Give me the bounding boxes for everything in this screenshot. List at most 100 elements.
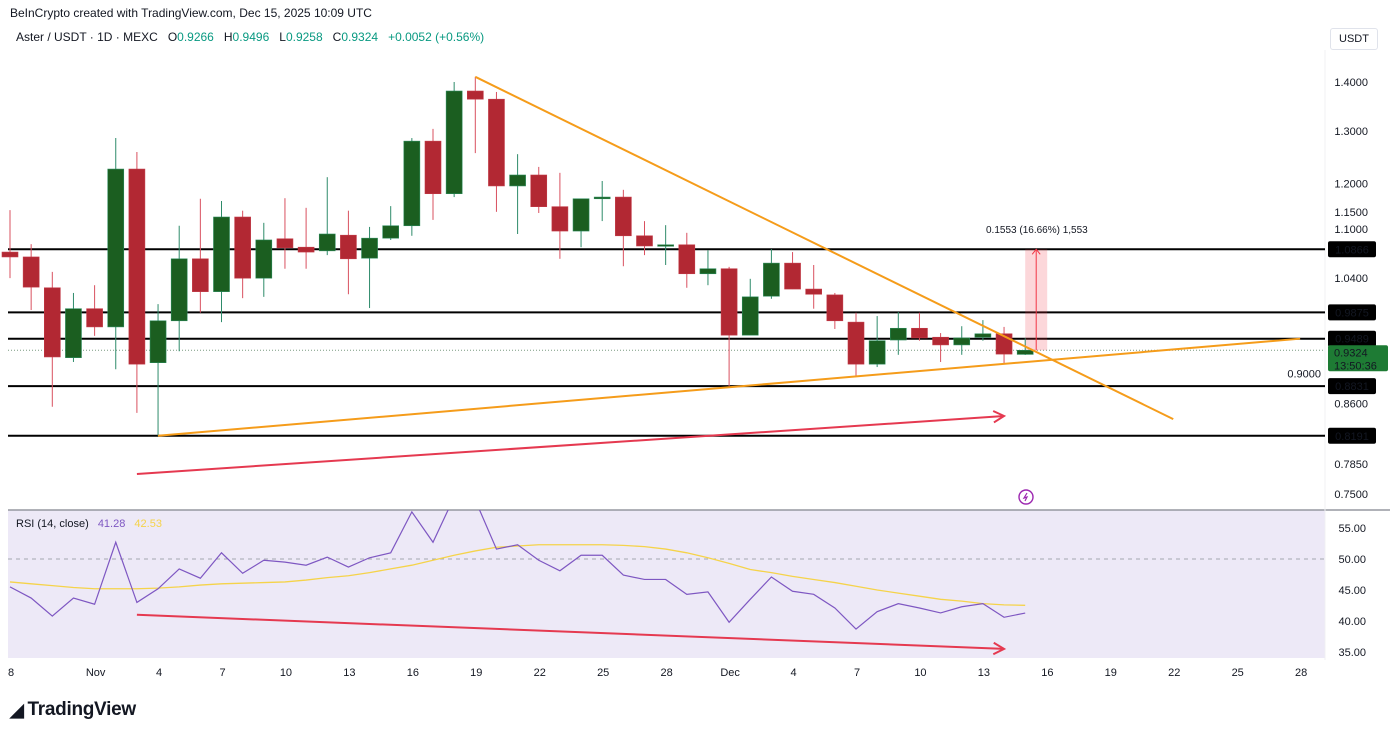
candle-body [361,237,378,259]
price-axis-label: 0.9000 [1287,369,1321,381]
bar-countdown: 13:50:36 [1334,360,1377,372]
candle [974,320,992,341]
rsi-divergence-arrow [136,613,1005,650]
candle-body [22,256,40,288]
symbol-title[interactable]: Aster / USDT · 1D · MEXC [16,30,158,44]
time-axis-label: 28 [1295,667,1307,679]
price-level-tag: 0.9875 [1328,304,1376,321]
time-axis-label: Nov [86,667,106,679]
chart-credit: BeInCrypto created with TradingView.com,… [10,6,372,20]
price-level-tag-bg [1328,241,1376,258]
tradingview-logo: ◢ TradingView [10,699,136,721]
price-level-tag: 0.8831 [1328,378,1376,395]
price-level-tag-text: 0.9875 [1335,307,1369,319]
candle [636,221,653,256]
symbol-legend: Aster / USDT · 1D · MEXC O0.9266 H0.9496… [16,30,484,44]
candle [847,312,865,376]
candle-body [1016,349,1034,355]
time-axis-label: 28 [661,667,673,679]
candle [530,166,548,213]
candle [213,201,230,323]
price-level-tag-bg [1328,304,1376,321]
rsi-axis-label: 50.00 [1338,554,1366,566]
candle-body [763,262,780,297]
candle-body [530,174,548,207]
candle-body [953,337,971,346]
candle [318,177,336,256]
candle [868,316,886,368]
candle [466,76,484,154]
price-level-tag: 1.0866 [1328,241,1376,258]
close-label: C [332,30,342,44]
candle-body [1,251,19,258]
candle [657,225,674,265]
high-label: H [223,30,233,44]
time-axis-label: 22 [534,667,546,679]
rsi-title: RSI (14, close) [16,518,89,530]
candle-body [805,288,823,295]
time-axis-label: Dec [720,667,740,679]
candle [572,198,590,248]
candle [763,249,780,299]
logo-text: TradingView [27,699,137,720]
rsi-ma-line [9,544,1026,606]
candle-body [297,246,315,253]
candle-body [868,340,886,365]
candle [403,138,421,236]
candle [678,232,696,288]
candle-body [340,234,357,260]
candle [340,210,357,295]
candle-body [657,244,674,247]
candle [65,292,82,362]
candle [276,198,294,269]
time-axis-label: 4 [156,667,162,679]
rsi-value: 41.28 [97,518,126,530]
candle-body [889,327,907,341]
candle-body [234,216,251,279]
candle-body [911,327,928,339]
candle-body [403,140,421,227]
rsi-axis-label: 45.00 [1338,585,1366,597]
tradingview-logo-icon: ◢ [10,699,24,720]
candle [361,226,378,309]
measure-label: 0.1553 (16.66%) 1,553 [986,225,1088,236]
candle-body [382,225,400,239]
last-price-value: 0.9324 [1334,347,1368,359]
candle [509,154,526,235]
candle [43,271,61,407]
candle [424,128,442,220]
currency-button[interactable]: USDT [1330,28,1378,50]
price-axis-label: 1.3000 [1334,126,1368,138]
price-axis-label: 0.8600 [1334,399,1368,411]
time-axis-label: 16 [407,667,419,679]
rsi-divergence-arrow-head [992,641,1007,656]
price-level-tag-text: 0.8831 [1335,381,1369,393]
price-level-tag-bg [1328,378,1376,395]
open-value: 0.9266 [177,30,214,44]
time-axis-label: 19 [1105,667,1117,679]
candle [1,210,19,279]
time-axis-label: 25 [597,667,609,679]
time-axis-label: 7 [219,667,225,679]
price-axis-label: 1.0400 [1334,273,1368,285]
change-value: +0.0052 (+0.56%) [388,30,485,44]
price-axis-label: 0.7850 [1334,459,1368,471]
candle-body [149,320,167,364]
candle [953,326,971,355]
trendline [157,337,1301,437]
candle-body [593,196,611,200]
candle-body [192,258,209,292]
rsi-line [9,510,1026,630]
candle [741,278,759,336]
candle [551,172,569,259]
low-label: L [279,30,286,44]
candle [86,285,103,336]
candle [170,225,188,352]
rsi-ma-value: 42.53 [134,518,162,530]
candle-body [678,244,696,275]
candle-body [424,140,442,195]
candle [382,206,400,240]
candle [593,180,611,222]
